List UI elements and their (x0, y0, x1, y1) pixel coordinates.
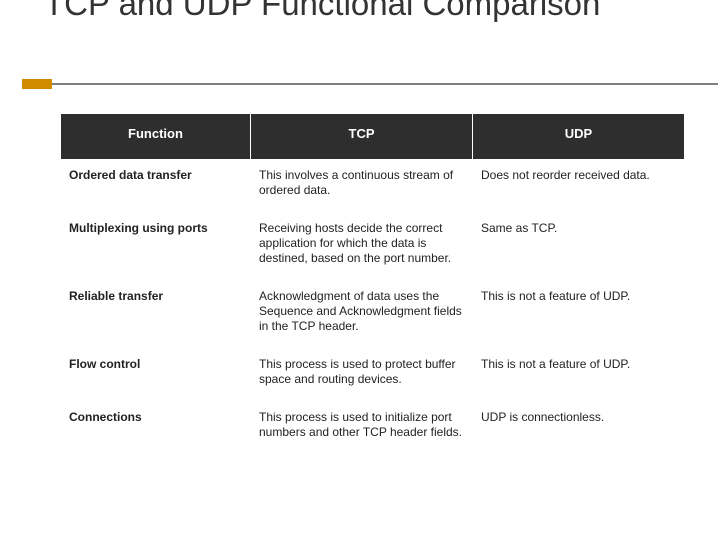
table-row: Reliable transfer Acknowledgment of data… (61, 281, 685, 349)
cell-tcp: This process is used to initialize port … (251, 402, 473, 455)
col-header-function: Function (61, 114, 251, 160)
cell-function: Reliable transfer (61, 281, 251, 349)
cell-tcp: Acknowledgment of data uses the Sequence… (251, 281, 473, 349)
cell-function: Connections (61, 402, 251, 455)
title-rule (0, 77, 720, 91)
accent-block (22, 79, 52, 89)
cell-udp: This is not a feature of UDP. (473, 281, 685, 349)
cell-tcp: This process is used to protect buffer s… (251, 349, 473, 402)
cell-function: Ordered data transfer (61, 160, 251, 213)
cell-tcp: This involves a continuous stream of ord… (251, 160, 473, 213)
slide: TCP and UDP Functional Comparison Functi… (0, 0, 720, 525)
cell-function: Flow control (61, 349, 251, 402)
table-header-row: Function TCP UDP (61, 114, 685, 160)
table-row: Flow control This process is used to pro… (61, 349, 685, 402)
col-header-udp: UDP (473, 114, 685, 160)
table-row: Connections This process is used to init… (61, 402, 685, 455)
table-row: Ordered data transfer This involves a co… (61, 160, 685, 213)
cell-function: Multiplexing using ports (61, 213, 251, 281)
comparison-table-wrap: Function TCP UDP Ordered data transfer T… (60, 113, 684, 455)
cell-udp: UDP is connectionless. (473, 402, 685, 455)
col-header-tcp: TCP (251, 114, 473, 160)
rule-line (22, 83, 718, 85)
page-title: TCP and UDP Functional Comparison (0, 0, 720, 23)
cell-udp: Same as TCP. (473, 213, 685, 281)
cell-udp: Does not reorder received data. (473, 160, 685, 213)
table-row: Multiplexing using ports Receiving hosts… (61, 213, 685, 281)
cell-tcp: Receiving hosts decide the correct appli… (251, 213, 473, 281)
comparison-table: Function TCP UDP Ordered data transfer T… (60, 113, 685, 455)
cell-udp: This is not a feature of UDP. (473, 349, 685, 402)
